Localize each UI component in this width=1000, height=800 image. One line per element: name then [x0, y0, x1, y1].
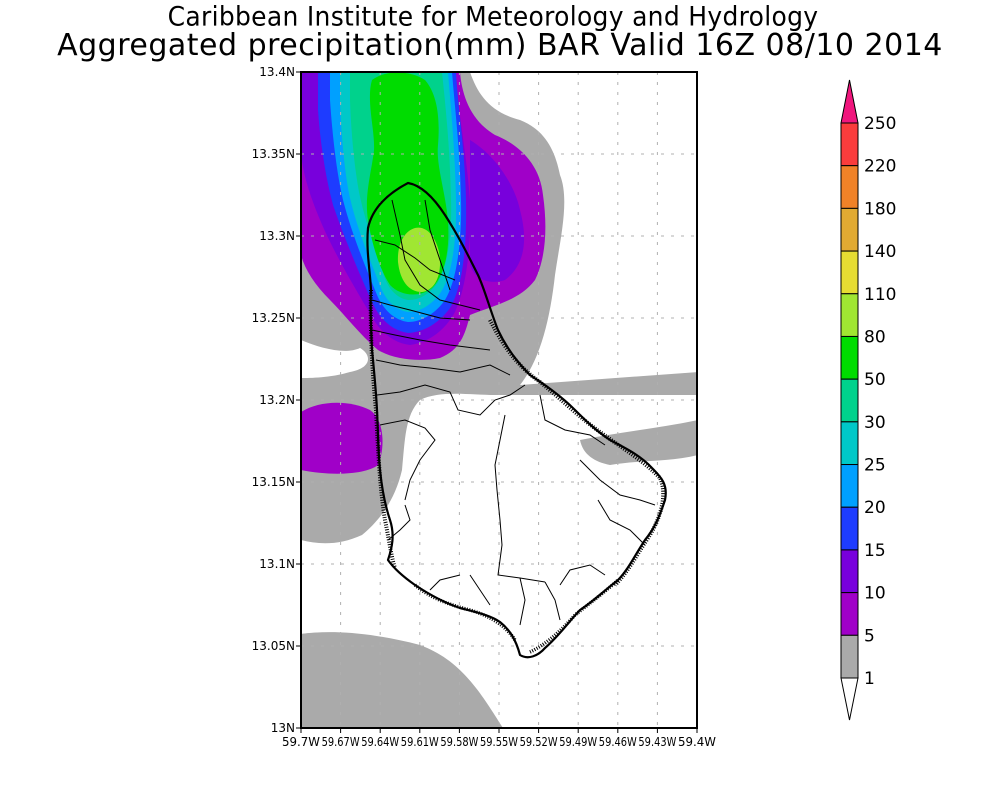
watershed-line — [376, 384, 526, 416]
lon-tick-label: 59.49W — [559, 735, 597, 749]
colorbar-label: 25 — [864, 456, 886, 476]
precip-contour-1-5-south-main — [301, 632, 503, 728]
lat-tick-label: 13.1N — [259, 557, 295, 571]
colorbar-swatch — [840, 250, 859, 295]
colorbar-swatch — [840, 421, 859, 466]
colorbar-label: 10 — [864, 584, 886, 604]
watershed-line — [379, 419, 436, 501]
colorbar-label: 110 — [864, 285, 896, 305]
colorbar-label: 15 — [864, 541, 886, 561]
lon-tick-label: 59.58W — [440, 735, 478, 749]
colorbar-swatch — [840, 464, 859, 508]
colorbar-label: 80 — [864, 327, 886, 347]
precip-gap-west — [301, 340, 369, 378]
precip-contour-5-10-west — [301, 402, 383, 474]
watershed-line — [424, 199, 451, 291]
colorbar-label: 140 — [864, 242, 896, 262]
lat-tick-label: 13N — [271, 721, 295, 735]
lon-tick-label: 59.55W — [480, 735, 518, 749]
coastline-west-hachure — [368, 289, 397, 569]
colorbar-swatch — [840, 592, 859, 636]
lat-tick-label: 13.4N — [259, 65, 295, 79]
colorbar-swatch — [840, 506, 859, 551]
watershed-line — [469, 574, 561, 626]
lat-tick-label: 13.35N — [252, 147, 295, 161]
lon-tick-label: 59.46W — [599, 735, 637, 749]
colorbar-label: 30 — [864, 413, 886, 433]
lat-tick-label: 13.3N — [259, 229, 295, 243]
colorbar-label: 180 — [864, 199, 896, 219]
longitude-axis: 59.7W 59.67W 59.64W 59.61W 59.58W 59.55W 59.52… — [282, 728, 716, 749]
watershed-line — [559, 564, 606, 586]
watershed-line — [539, 394, 606, 446]
colorbar-label: 220 — [864, 157, 896, 177]
title-institute: Caribbean Institute for Meteorology and … — [167, 1, 819, 32]
watershed-boundaries — [371, 199, 656, 626]
colorbar-swatch — [840, 207, 859, 252]
watershed-line — [375, 359, 511, 376]
lon-tick-label: 59.67W — [322, 735, 360, 749]
lon-tick-label: 59.43W — [638, 735, 676, 749]
colorbar-swatch — [840, 165, 859, 209]
colorbar-swatch — [840, 122, 859, 167]
lon-tick-label: 59.61W — [401, 735, 439, 749]
coastline-south-hachure — [413, 578, 620, 654]
precip-field — [301, 72, 697, 728]
colorbar-underflow-triangle — [840, 677, 859, 721]
precip-contour-80-110 — [397, 227, 441, 292]
lat-tick-label: 13.25N — [252, 311, 295, 325]
latitude-axis: 13.4N 13.35N 13.3N 13.25N 13.2N 13.15N 13.1N 13… — [252, 65, 301, 735]
coastline-east-hachure — [488, 319, 666, 587]
watershed-line — [429, 574, 461, 591]
lon-tick-label: 59.64W — [361, 735, 399, 749]
precip-contour-10-15-east — [470, 140, 525, 282]
precip-contour-1-5-east — [580, 420, 697, 465]
colorbar-overflow-triangle — [840, 79, 859, 124]
watershed-line — [371, 329, 491, 351]
watershed-line — [494, 414, 546, 583]
colorbar-label: 50 — [864, 370, 886, 390]
colorbar-swatch — [840, 634, 859, 679]
watershed-line — [597, 499, 646, 546]
lat-tick-label: 13.05N — [252, 639, 295, 653]
lat-tick-label: 13.2N — [259, 393, 295, 407]
lon-tick-label: 59.4W — [678, 735, 716, 749]
watershed-line — [371, 299, 471, 321]
colorbar-swatch — [840, 293, 859, 337]
colorbar-swatch — [840, 378, 859, 423]
lat-tick-label: 13.15N — [252, 475, 295, 489]
watershed-line — [387, 504, 411, 541]
colorbar-label: 20 — [864, 498, 886, 518]
colorbar-label: 250 — [864, 114, 896, 134]
watershed-line — [391, 199, 481, 311]
lon-tick-label: 59.7W — [282, 735, 320, 749]
colorbar: 250 220 180 140 110 80 50 30 25 20 15 10 5 1 — [840, 79, 896, 721]
colorbar-swatch — [840, 549, 859, 594]
colorbar-swatch — [840, 335, 859, 380]
colorbar-label: 5 — [864, 626, 875, 646]
colorbar-label: 1 — [864, 669, 875, 689]
watershed-line — [374, 239, 456, 281]
watershed-line — [579, 459, 656, 506]
island-outline — [366, 181, 667, 659]
title-product: Aggregated precipitation(mm) BAR Valid 1… — [57, 28, 943, 63]
lon-tick-label: 59.52W — [520, 735, 558, 749]
